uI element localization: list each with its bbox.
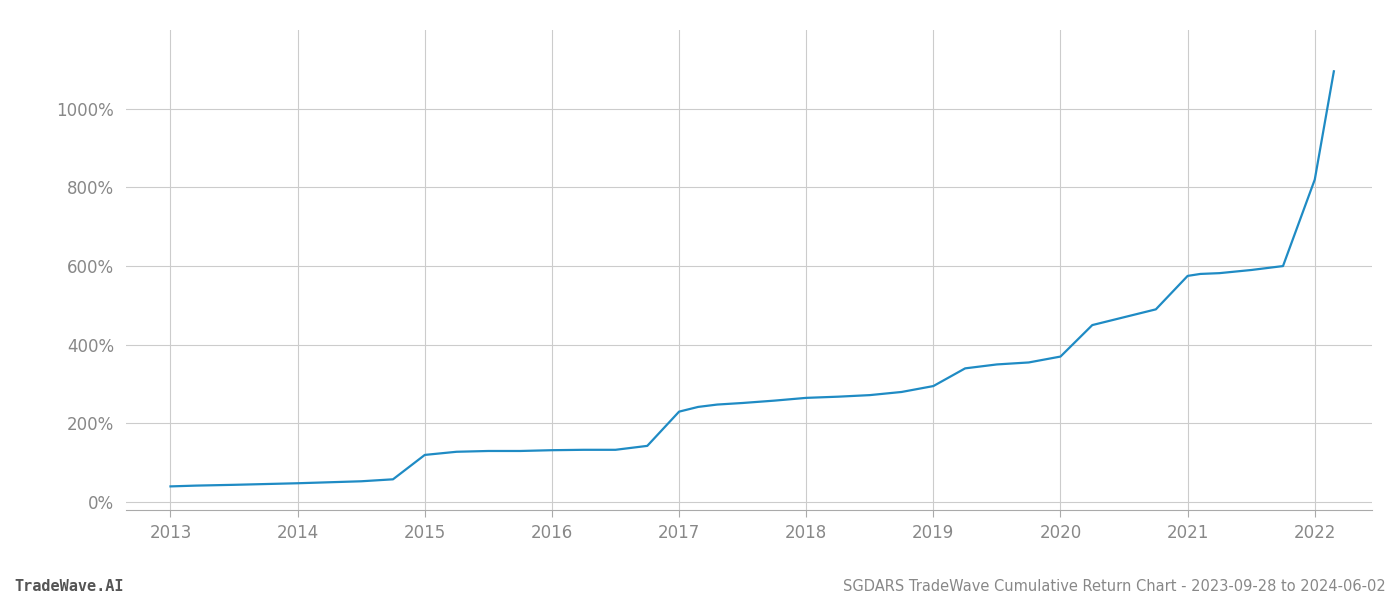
Text: TradeWave.AI: TradeWave.AI <box>14 579 123 594</box>
Text: SGDARS TradeWave Cumulative Return Chart - 2023-09-28 to 2024-06-02: SGDARS TradeWave Cumulative Return Chart… <box>843 579 1386 594</box>
